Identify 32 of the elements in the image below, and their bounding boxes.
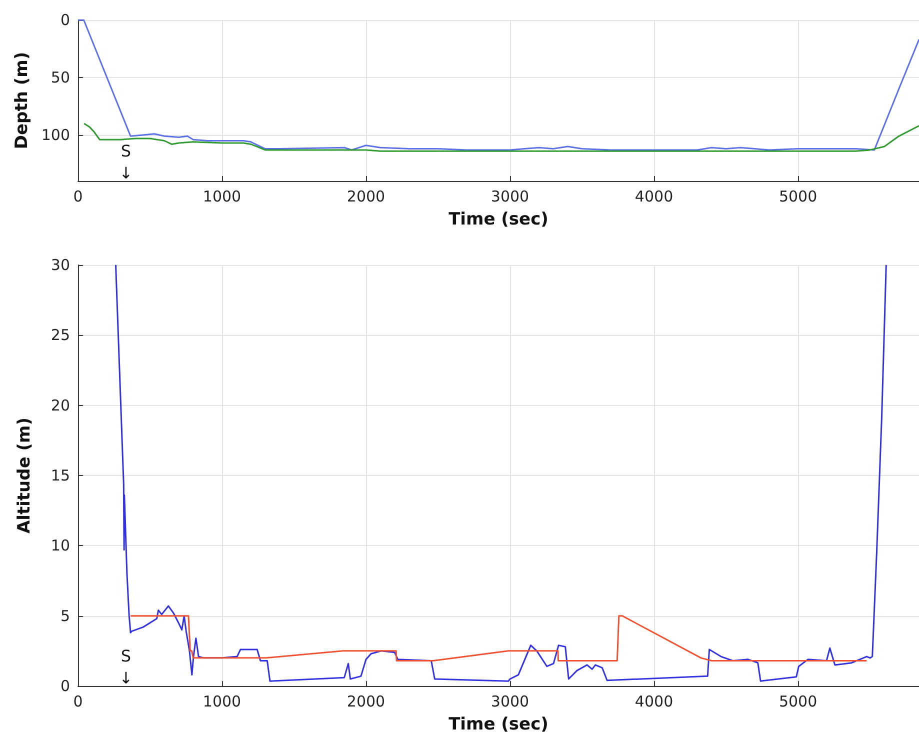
y-tick-label: 30 [50, 256, 70, 274]
y-tick-label: 15 [50, 466, 70, 484]
x-tick-label: 1000 [202, 188, 242, 206]
y-tick-label: 0 [60, 677, 70, 695]
x-axis-title: Time (sec) [448, 210, 548, 230]
y-tick-label: 5 [60, 606, 70, 625]
x-tick-label: 0 [73, 188, 83, 206]
y-tick-label: 25 [50, 326, 70, 344]
y-tick-label: 10 [50, 536, 70, 555]
x-tick-label: 2000 [346, 188, 386, 206]
y-tick-label: 20 [50, 396, 70, 414]
x-axis-title: Time (sec) [448, 714, 548, 734]
y-axis-title: Altitude (m) [14, 417, 34, 534]
x-tick-label: 3000 [490, 692, 530, 710]
x-tick-label: 5000 [778, 692, 818, 710]
x-tick-label: 4000 [634, 692, 674, 710]
x-tick-label: 5000 [778, 188, 818, 206]
annotation: S [120, 646, 132, 666]
annotation: ↓ [119, 164, 133, 182]
x-tick-label: 4000 [634, 188, 674, 206]
annotation: ↓ [119, 668, 133, 688]
y-tick-label: 0 [60, 11, 70, 29]
x-tick-label: 3000 [490, 188, 530, 206]
x-tick-label: 0 [73, 692, 83, 710]
x-tick-label: 1000 [202, 692, 242, 710]
x-tick-label: 2000 [346, 692, 386, 710]
annotation: S [120, 142, 132, 160]
line-series [114, 264, 887, 682]
y-axis-title: Depth (m) [12, 52, 32, 150]
y-tick-label: 100 [41, 126, 70, 144]
line-series [130, 615, 868, 662]
y-tick-label: 50 [50, 68, 70, 86]
